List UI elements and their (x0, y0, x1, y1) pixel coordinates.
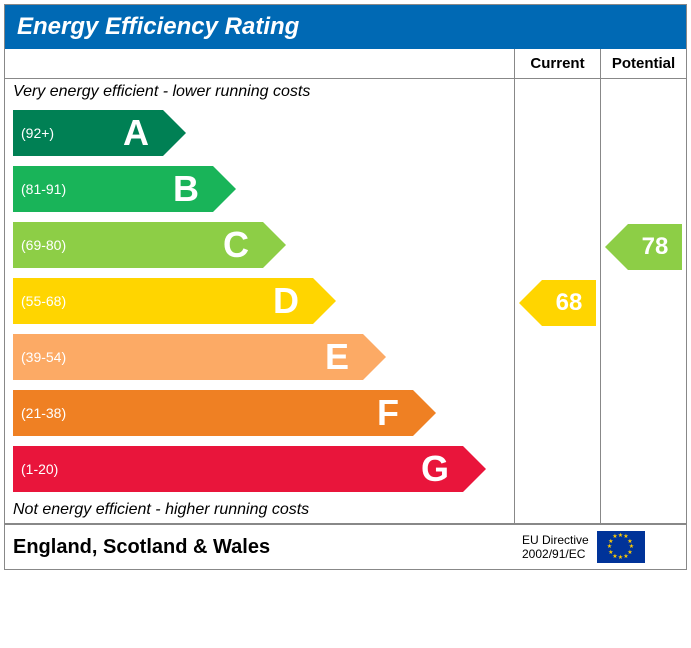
band-letter-e: E (325, 336, 349, 378)
current-value: 68 (550, 289, 589, 317)
band-bar-d: (55-68) D (13, 278, 313, 324)
efficient-note-bottom: Not energy efficient - higher running co… (5, 497, 514, 523)
chart-title: Energy Efficiency Rating (5, 5, 686, 49)
band-bar-b: (81-91) B (13, 166, 213, 212)
eu-flag-icon: ★★★★★★★★★★★★ (597, 531, 645, 563)
band-row-b: (81-91) B (5, 161, 514, 217)
band-letter-a: A (123, 112, 149, 154)
band-range-b: (81-91) (13, 181, 66, 197)
bands-region: Very energy efficient - lower running co… (5, 79, 686, 523)
potential-column: 78 (601, 79, 686, 523)
band-row-e: (39-54) E (5, 329, 514, 385)
band-bar-e: (39-54) E (13, 334, 363, 380)
band-bar-c: (69-80) C (13, 222, 263, 268)
eu-star-icon: ★ (623, 553, 628, 560)
band-row-g: (1-20) G (5, 441, 514, 497)
directive-line2: 2002/91/EC (522, 547, 589, 561)
band-letter-d: D (273, 280, 299, 322)
band-row-f: (21-38) F (5, 385, 514, 441)
band-range-e: (39-54) (13, 349, 66, 365)
band-bar-a: (92+) A (13, 110, 163, 156)
band-letter-f: F (377, 392, 399, 434)
directive-line1: EU Directive (522, 533, 589, 547)
footer-region: England, Scotland & Wales (5, 526, 516, 569)
efficient-note-top: Very energy efficient - lower running co… (5, 79, 514, 105)
band-range-g: (1-20) (13, 461, 58, 477)
eu-star-icon: ★ (612, 533, 617, 540)
band-letter-b: B (173, 168, 199, 210)
band-letter-c: C (223, 224, 249, 266)
band-range-f: (21-38) (13, 405, 66, 421)
current-column: 68 (515, 79, 601, 523)
band-row-c: (69-80) C (5, 217, 514, 273)
epc-chart: Energy Efficiency Rating Current Potenti… (4, 4, 687, 570)
band-bar-g: (1-20) G (13, 446, 463, 492)
column-header-row: Current Potential (5, 49, 686, 79)
footer-row: England, Scotland & Wales EU Directive 2… (5, 523, 686, 569)
band-letter-g: G (421, 448, 449, 490)
header-spacer (5, 49, 515, 78)
eu-star-icon: ★ (618, 554, 623, 561)
potential-pointer: 78 (628, 224, 682, 270)
band-range-d: (55-68) (13, 293, 66, 309)
bands-left: Very energy efficient - lower running co… (5, 79, 515, 523)
current-pointer: 68 (542, 280, 596, 326)
column-header-potential: Potential (601, 49, 686, 78)
band-range-c: (69-80) (13, 237, 66, 253)
band-bar-f: (21-38) F (13, 390, 413, 436)
potential-value: 78 (636, 233, 675, 261)
band-row-a: (92+) A (5, 105, 514, 161)
footer-directive: EU Directive 2002/91/EC ★★★★★★★★★★★★ (516, 525, 686, 569)
band-range-a: (92+) (13, 125, 54, 141)
column-header-current: Current (515, 49, 601, 78)
band-row-d: (55-68) D (5, 273, 514, 329)
